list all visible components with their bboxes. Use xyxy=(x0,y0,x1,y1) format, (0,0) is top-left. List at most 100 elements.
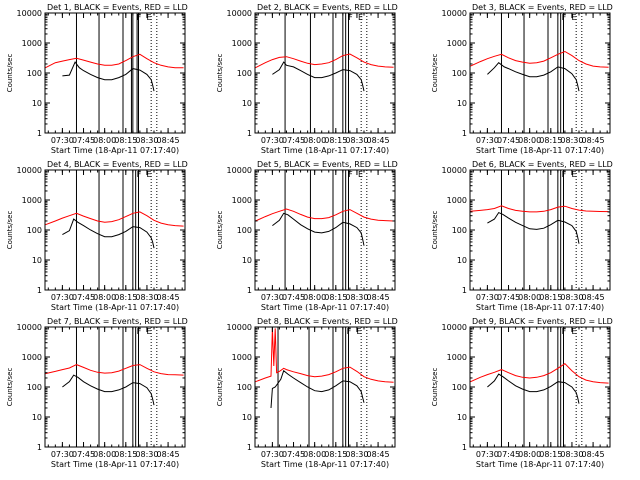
ytick-label: 10 xyxy=(457,99,467,108)
ytick-label: 100 xyxy=(452,383,467,392)
xtick-label: 08:30 xyxy=(345,450,368,459)
plot-frame xyxy=(469,326,611,448)
xtick-label: 08:15 xyxy=(324,450,347,459)
xtick-label: 08:30 xyxy=(560,450,583,459)
marker-label-e: E xyxy=(358,13,363,22)
x-axis-label: Start Time (18-Apr-11 07:17:40) xyxy=(476,146,604,155)
x-axis-label: Start Time (18-Apr-11 07:17:40) xyxy=(261,303,389,312)
xtick-label: 08:45 xyxy=(367,136,390,145)
marker-label-e: E xyxy=(147,170,152,179)
xtick-label: 07:30 xyxy=(261,293,284,302)
xtick-label: 08:30 xyxy=(560,136,583,145)
xtick-label: 07:45 xyxy=(282,136,305,145)
ytick-label: 100 xyxy=(27,226,42,235)
ytick-label: 1 xyxy=(37,443,42,452)
xtick-label: 08:15 xyxy=(539,136,562,145)
plot-frame xyxy=(469,12,611,134)
xtick-label: 08:30 xyxy=(345,136,368,145)
panel-title: Det 7, BLACK = Events, RED = LLD xyxy=(47,317,188,326)
ytick-label: 100 xyxy=(237,383,252,392)
xtick-label: 08:30 xyxy=(345,293,368,302)
xtick-label: 08:00 xyxy=(518,136,541,145)
marker-label-e: E xyxy=(357,327,362,336)
y-axis-label: Counts/sec xyxy=(216,54,224,93)
xtick-label: 07:45 xyxy=(72,293,95,302)
xtick-label: 08:30 xyxy=(560,293,583,302)
ytick-label: 1 xyxy=(247,129,252,138)
ytick-label: 10000 xyxy=(442,166,467,175)
plot-frame xyxy=(254,169,396,291)
xtick-label: 07:45 xyxy=(497,293,520,302)
xtick-label: 07:30 xyxy=(476,136,499,145)
xtick-label: 08:15 xyxy=(114,450,137,459)
xtick-label: 07:45 xyxy=(497,450,520,459)
ytick-label: 1 xyxy=(37,286,42,295)
ytick-label: 100 xyxy=(452,226,467,235)
panel-title: Det 1, BLACK = Events, RED = LLD xyxy=(47,3,188,12)
xtick-label: 08:15 xyxy=(539,293,562,302)
ytick-label: 1000 xyxy=(447,353,467,362)
series-lld xyxy=(255,208,394,222)
ytick-label: 100 xyxy=(27,69,42,78)
ytick-label: 10 xyxy=(32,256,42,265)
xtick-label: 08:00 xyxy=(93,450,116,459)
xtick-label: 07:30 xyxy=(261,450,284,459)
series-lld xyxy=(45,53,184,69)
x-axis-label: Start Time (18-Apr-11 07:17:40) xyxy=(51,146,179,155)
marker-label-e: E xyxy=(572,327,577,336)
ytick-label: 10000 xyxy=(227,166,252,175)
plot-frame xyxy=(44,12,186,134)
series-events xyxy=(272,61,365,92)
marker-label-e: E xyxy=(358,170,363,179)
ytick-label: 1000 xyxy=(232,39,252,48)
plot-frame xyxy=(44,169,186,291)
panel-title: Det 2, BLACK = Events, RED = LLD xyxy=(257,3,398,12)
ytick-label: 1000 xyxy=(22,39,42,48)
xtick-label: 08:15 xyxy=(539,450,562,459)
xtick-label: 07:30 xyxy=(51,293,74,302)
marker-label-e: E xyxy=(147,327,152,336)
marker-label-f: F xyxy=(348,170,353,179)
ytick-label: 1000 xyxy=(447,196,467,205)
ytick-label: 10000 xyxy=(442,323,467,332)
ytick-label: 1 xyxy=(462,286,467,295)
series-events xyxy=(62,61,155,92)
xtick-label: 08:45 xyxy=(157,293,180,302)
xtick-label: 08:00 xyxy=(93,293,116,302)
ytick-label: 100 xyxy=(27,383,42,392)
marker-label-f: F xyxy=(562,170,567,179)
series-events xyxy=(270,369,365,409)
series-lld xyxy=(470,205,609,213)
y-axis-label: Counts/sec xyxy=(6,211,14,250)
xtick-label: 08:00 xyxy=(303,293,326,302)
xtick-label: 08:30 xyxy=(135,293,158,302)
y-axis-label: Counts/sec xyxy=(216,368,224,407)
xtick-label: 08:45 xyxy=(582,136,605,145)
marker-label-e: E xyxy=(572,170,577,179)
xtick-label: 08:00 xyxy=(518,293,541,302)
xtick-label: 08:15 xyxy=(114,293,137,302)
ytick-label: 10000 xyxy=(17,323,42,332)
xtick-label: 08:45 xyxy=(582,293,605,302)
ytick-label: 1000 xyxy=(232,353,252,362)
plot-frame xyxy=(469,169,611,291)
y-axis-label: Counts/sec xyxy=(431,368,439,407)
xtick-label: 08:00 xyxy=(303,136,326,145)
series-events xyxy=(487,211,580,244)
xtick-label: 08:45 xyxy=(367,293,390,302)
xtick-label: 07:30 xyxy=(51,136,74,145)
ytick-label: 10000 xyxy=(442,9,467,18)
marker-label-f: F xyxy=(562,327,567,336)
plot-frame xyxy=(254,12,396,134)
xtick-label: 08:45 xyxy=(157,450,180,459)
xtick-label: 07:45 xyxy=(72,450,95,459)
xtick-label: 08:30 xyxy=(135,450,158,459)
series-events xyxy=(272,212,365,246)
ytick-label: 10 xyxy=(242,256,252,265)
